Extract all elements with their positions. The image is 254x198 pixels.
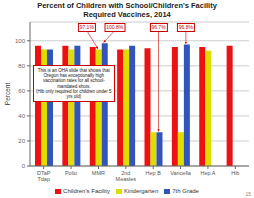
html-text:7th Grade: 7th Grade (172, 188, 199, 194)
svg-text:0: 0 (22, 163, 26, 169)
svg-text:DTaPTdap: DTaPTdap (37, 170, 51, 182)
svg-text:Hib: Hib (231, 170, 239, 176)
svg-text:Varicella: Varicella (170, 170, 192, 176)
svg-text:Hep A: Hep A (200, 170, 215, 176)
svg-text:2ndMeasles: 2ndMeasles (116, 170, 137, 182)
html-text:Kindergarten: Kindergarten (123, 188, 159, 194)
svg-text:60: 60 (18, 88, 25, 94)
html-text:96.7%: 96.7% (151, 23, 166, 30)
svg-text:Polio: Polio (65, 170, 77, 176)
svg-text:80: 80 (18, 63, 25, 69)
svg-text:Percent: Percent (8, 83, 11, 106)
html-text:This is an OHA slide that show: This is an OHA slide that shows that Ore… (36, 67, 112, 100)
svg-text:40: 40 (18, 113, 25, 119)
html-text:Percent of Children with Schoo: Percent of Children with School/Children… (37, 1, 217, 19)
svg-text:MMR: MMR (92, 170, 105, 176)
html-text:Children's Facility: Children's Facility (63, 188, 110, 194)
html-text:96.8%: 96.8% (178, 23, 193, 30)
html-text:100.8%: 100.8% (106, 23, 124, 30)
svg-text:20: 20 (18, 138, 25, 144)
html-text:97.1%: 97.1% (79, 23, 94, 30)
html-text:15: 15 (245, 191, 251, 197)
svg-text:Hep B: Hep B (146, 170, 162, 176)
svg-text:100: 100 (15, 38, 26, 44)
